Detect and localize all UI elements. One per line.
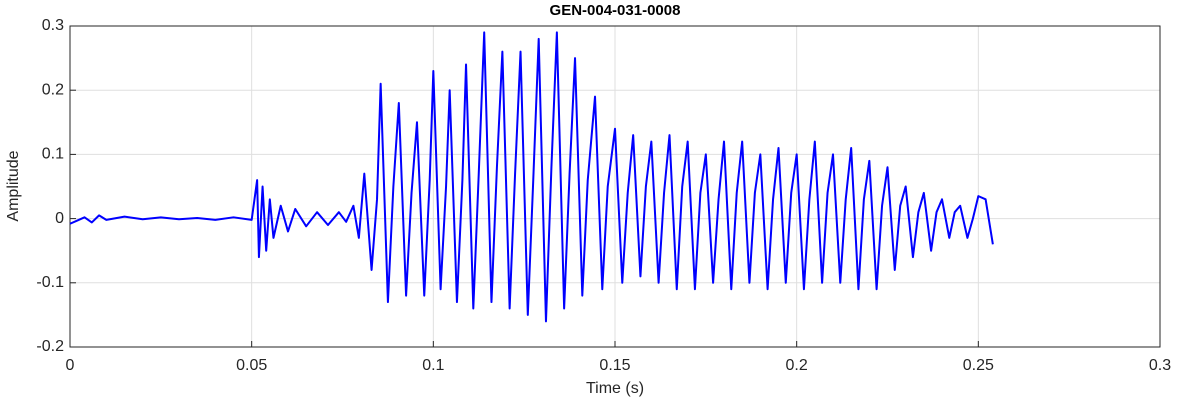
plot-frame	[69, 25, 1161, 348]
y-tick-label: 0	[55, 210, 64, 227]
y-tick-label: 0.1	[42, 146, 64, 163]
y-tick-label: -0.2	[36, 338, 64, 355]
x-axis-label: Time (s)	[586, 380, 644, 397]
waveform-line	[69, 31, 994, 323]
x-tick-label: 0.15	[599, 357, 630, 374]
x-tick-label: 0.05	[236, 357, 267, 374]
chart-title: GEN-004-031-0008	[550, 2, 681, 19]
x-tick-label: 0.2	[786, 357, 808, 374]
y-axis-label: Amplitude	[5, 150, 22, 221]
x-tick-label: 0.3	[1149, 357, 1171, 374]
y-tick-label: 0.3	[42, 17, 64, 34]
x-tick-label: 0.25	[963, 357, 994, 374]
x-tick-label: 0	[66, 357, 75, 374]
y-tick-label: 0.2	[42, 81, 64, 98]
x-tick-label: 0.1	[422, 357, 444, 374]
y-tick-label: -0.1	[36, 274, 64, 291]
